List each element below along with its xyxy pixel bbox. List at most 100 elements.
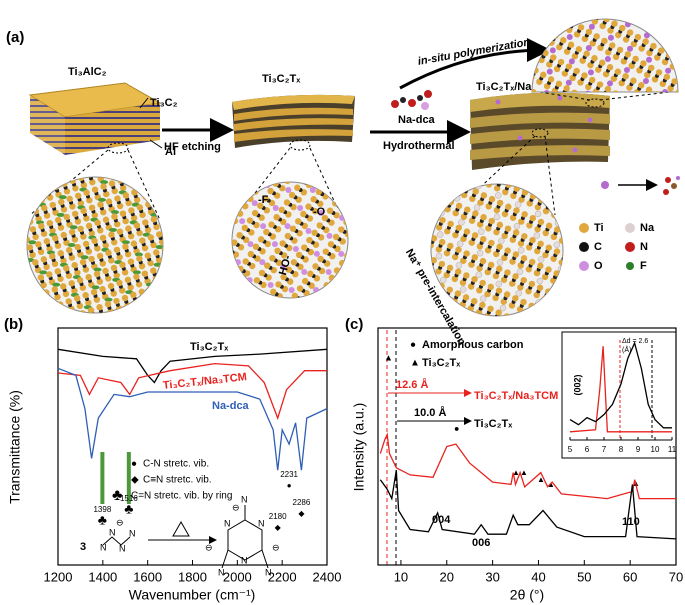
atom	[501, 210, 509, 218]
atom	[289, 225, 297, 232]
atom	[448, 155, 454, 161]
intercalant	[607, 80, 613, 87]
atom	[346, 298, 352, 304]
atom	[281, 318, 285, 322]
atom	[468, 261, 475, 268]
atom	[418, 304, 424, 310]
atom: N	[129, 528, 136, 538]
atom	[528, 329, 532, 333]
atom	[520, 321, 526, 327]
peak-label: 2180	[269, 512, 287, 521]
atom	[276, 150, 280, 154]
atom	[136, 255, 143, 262]
atom	[273, 214, 280, 221]
atom	[27, 287, 30, 295]
atom	[431, 305, 434, 310]
atom	[570, 239, 574, 243]
atom	[40, 307, 47, 313]
na-ion	[601, 181, 609, 189]
atom	[198, 216, 204, 222]
atom	[619, 24, 626, 32]
intercalant	[623, 113, 629, 119]
atom	[438, 260, 446, 268]
atom	[483, 312, 491, 316]
atom	[288, 158, 294, 164]
atom	[643, 163, 649, 169]
atom	[447, 184, 452, 186]
atom	[677, 105, 683, 111]
atom	[456, 164, 460, 168]
intercalant	[543, 89, 550, 92]
marker-symbol: ▲	[520, 468, 528, 477]
atom	[45, 294, 50, 299]
intercalant	[587, 69, 594, 76]
al-label: Al	[165, 146, 176, 158]
inset-annotation: (002)	[572, 374, 582, 395]
atom	[220, 265, 224, 269]
intercalant	[585, 45, 592, 52]
x-tick-label: 1600	[133, 569, 162, 584]
atom	[630, 77, 637, 84]
atom	[211, 269, 217, 275]
atom	[463, 228, 471, 235]
intercalant	[456, 240, 464, 248]
atom	[135, 281, 143, 288]
atom	[246, 162, 252, 168]
atom	[371, 249, 377, 255]
atom	[542, 207, 550, 215]
atom	[355, 216, 361, 222]
atom	[505, 203, 512, 210]
intercalant	[110, 210, 119, 215]
atom	[667, 122, 673, 128]
x-tick-label: 11	[668, 445, 677, 454]
atom	[631, 147, 637, 153]
atom	[471, 297, 478, 305]
atom	[209, 202, 215, 208]
atom	[472, 188, 479, 195]
atom	[322, 248, 329, 255]
atom	[170, 243, 176, 249]
atom	[575, 46, 583, 53]
atom	[251, 209, 259, 217]
atom	[625, 176, 631, 182]
atom	[431, 196, 435, 201]
atom	[681, 66, 685, 70]
intercalant	[298, 169, 304, 175]
atom	[675, 89, 678, 92]
atom	[576, 201, 582, 207]
atom	[422, 214, 426, 218]
atom	[634, 126, 640, 132]
atom	[640, 115, 646, 121]
step1: HF etching	[164, 141, 221, 153]
atom	[655, 124, 661, 130]
atom	[127, 258, 135, 265]
atom	[381, 235, 387, 241]
inset-annotation: Δd = 2.6	[622, 338, 648, 345]
y-axis-label: Intensity (a.u.)	[351, 403, 367, 492]
intercalant	[346, 273, 348, 280]
x-tick-label: 50	[577, 569, 591, 584]
atom	[213, 205, 217, 209]
atom	[528, 280, 536, 288]
atom: N	[224, 518, 231, 528]
intercalant	[190, 254, 196, 260]
atom	[18, 247, 24, 253]
atom	[663, 73, 671, 81]
atom	[405, 294, 409, 298]
atom	[500, 276, 508, 283]
atom	[140, 158, 144, 162]
atom	[650, 42, 657, 50]
intercalant	[536, 277, 544, 285]
atom	[330, 286, 337, 294]
atom	[525, 63, 531, 69]
atom	[525, 287, 532, 295]
zoom-line	[237, 147, 291, 216]
atom	[587, 203, 591, 207]
atom	[195, 236, 201, 242]
intercalant	[284, 223, 291, 230]
atom	[463, 250, 470, 257]
atom	[431, 257, 437, 264]
atom	[312, 263, 319, 270]
atom	[108, 257, 115, 264]
na-dca-molecule	[391, 90, 432, 110]
